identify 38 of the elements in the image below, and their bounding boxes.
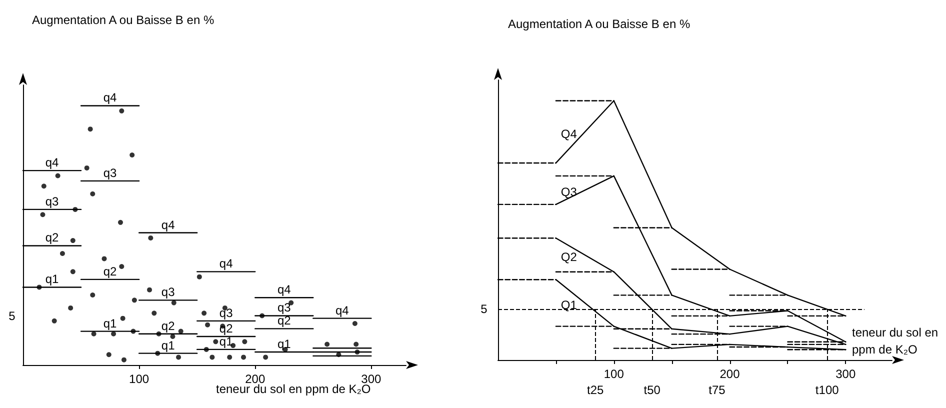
text: q1 [103,316,117,330]
x-tick-label: 100 [604,367,624,381]
ref-line-label: t25 [586,383,604,397]
y-axis-title: Augmentation A ou Baisse B en % [32,13,214,27]
series-label: Q2 [560,250,578,264]
text: q1 [277,337,291,352]
text: q4 [277,282,291,297]
text: q4 [335,303,349,318]
text: q2 [161,318,175,333]
text: 5 [480,302,488,316]
text: q3 [277,300,291,315]
x-axis-title: teneur du sol en ppm de K₂O [852,326,942,356]
series-label: q1 [45,272,60,286]
text: q1 [161,338,175,352]
series-label: Q1 [560,298,578,312]
x-tick-label: 300 [836,367,856,381]
series-label: q3 [45,194,60,208]
text: q2 [219,321,233,336]
ref-line-label: t75 [708,383,726,397]
x-tick-label: 100 [129,372,150,386]
ref-line-label: t50 [644,383,661,397]
text: q2 [103,264,117,278]
text: q3 [219,306,233,320]
series-label: Q4 [560,126,578,141]
series-label: q4 [45,156,60,170]
text: q2 [277,314,291,328]
text: q3 [161,285,175,300]
text: q4 [103,90,117,105]
ref-line-label: t100 [815,383,840,397]
x-tick-label: 200 [720,367,740,381]
text: q4 [161,218,175,232]
y-axis-title: Augmentation A ou Baisse B en % [508,17,690,31]
text: q1 [219,334,233,348]
text: q3 [103,166,117,180]
text: q4 [219,256,233,271]
text: 5 [8,309,16,323]
series-label: Q3 [560,185,578,200]
series-label: q2 [45,230,60,245]
